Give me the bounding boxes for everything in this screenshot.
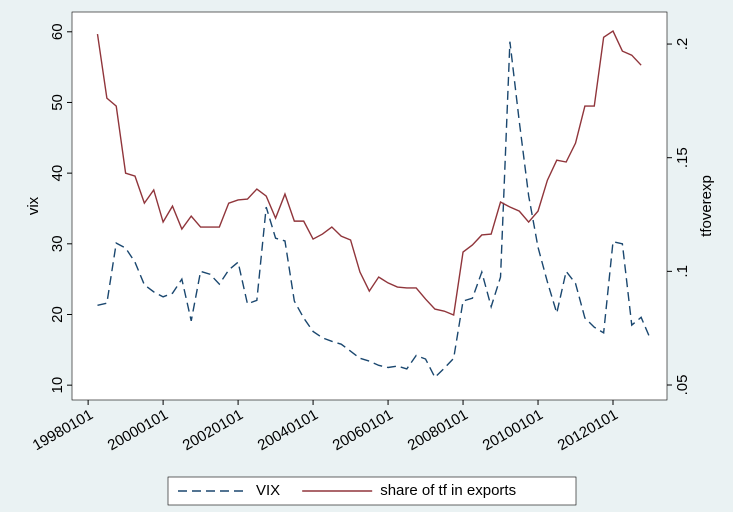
y-tick-label: 60 xyxy=(49,23,66,40)
y2-tick-label: .1 xyxy=(674,265,691,278)
y-tick-label: 30 xyxy=(49,235,66,252)
y-tick-label: 50 xyxy=(49,94,66,111)
series-line xyxy=(96,30,642,316)
y-axis-title: vix xyxy=(25,196,42,215)
y2-tick-label: .2 xyxy=(674,38,691,51)
y2-tick-label: .15 xyxy=(674,147,691,168)
y-tick-label: 20 xyxy=(49,306,66,323)
y2-tick-label: .05 xyxy=(674,375,691,396)
plot-area xyxy=(71,11,668,401)
legend-label: share of tf in exports xyxy=(380,482,516,499)
y-tick-label: 40 xyxy=(49,165,66,182)
series-line xyxy=(97,41,652,379)
y-tick-label: 10 xyxy=(49,377,66,394)
y2-axis-title: tfoverexp xyxy=(698,175,715,237)
legend-label: VIX xyxy=(256,482,280,499)
